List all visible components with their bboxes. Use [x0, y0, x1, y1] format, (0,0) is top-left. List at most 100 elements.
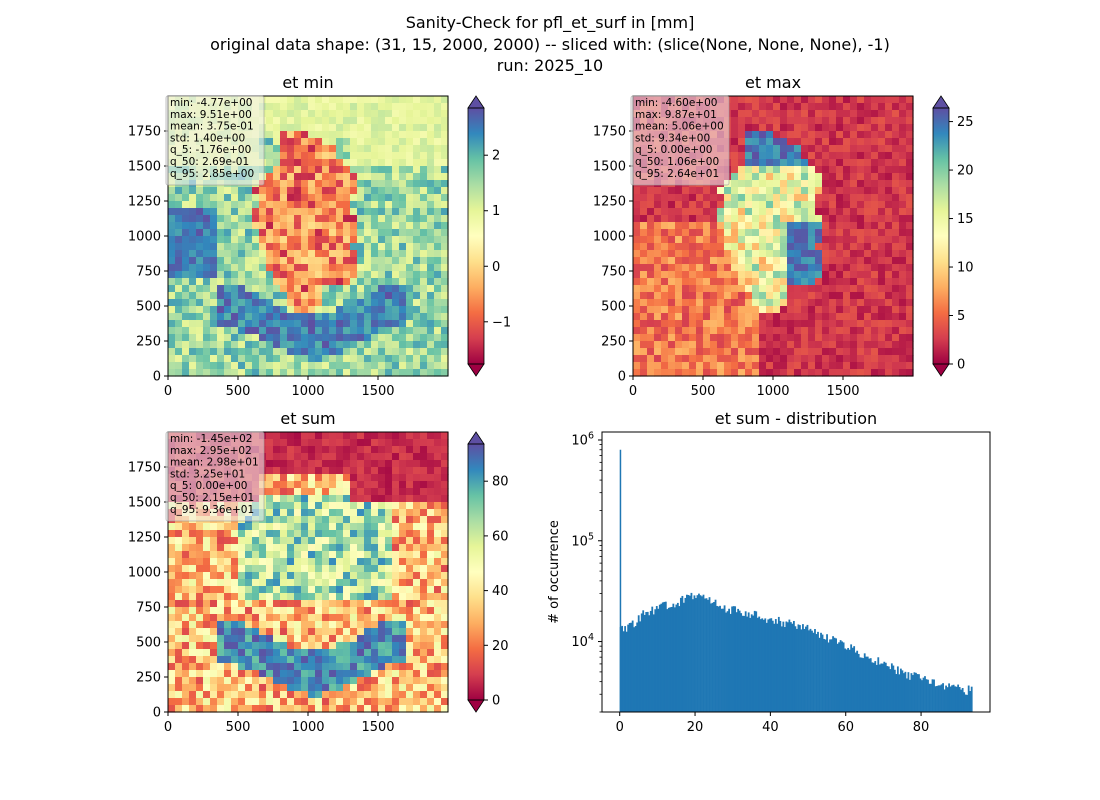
histogram-bar: [799, 625, 801, 712]
y-tick-label: 1000: [128, 230, 161, 245]
y-tick-label: 250: [136, 335, 161, 350]
histogram-bar: [752, 615, 755, 712]
histogram-bar: [777, 616, 780, 712]
histogram-bar: [737, 608, 740, 712]
histogram-bar: [690, 592, 693, 712]
histogram-bar: [699, 595, 702, 712]
histogram-bar: [652, 614, 655, 712]
histogram-bar: [753, 610, 756, 712]
histogram-bar: [826, 634, 828, 712]
histogram-bar: [942, 683, 944, 712]
histogram-bar: [640, 613, 643, 712]
histogram-bar: [670, 606, 673, 712]
stats-line: std: 3.25e+01: [170, 468, 245, 480]
stats-line: std: 9.34e+00: [635, 132, 710, 144]
y-tick-label: 750: [601, 265, 626, 280]
y-tick-label: 500: [136, 636, 161, 651]
histogram-bar: [726, 611, 729, 712]
histogram-bar: [841, 641, 844, 712]
histogram-bar: [890, 663, 893, 712]
histogram-bar: [780, 626, 783, 712]
histogram-bar: [723, 605, 726, 712]
histogram-bar: [836, 643, 839, 712]
histogram-bar: [756, 617, 759, 712]
histogram-bar: [711, 602, 714, 712]
histogram-bar: [961, 688, 964, 712]
histogram-bar: [676, 602, 679, 712]
histogram-bar: [854, 652, 857, 712]
histogram-bar: [847, 647, 850, 712]
histogram-bar: [805, 626, 807, 712]
histogram-bar: [755, 611, 758, 712]
stats-line: mean: 5.06e+00: [635, 121, 724, 133]
histogram-bar: [746, 616, 749, 712]
colorbar-extend-min: [467, 699, 485, 713]
histogram-bar: [814, 629, 816, 712]
histogram-bar: [919, 678, 922, 712]
x-tick-label: 0: [164, 720, 172, 735]
histogram-bar: [796, 628, 798, 712]
colorbar-tick-label: 10: [957, 261, 974, 276]
histogram-bar: [786, 622, 789, 712]
histogram-bar: [794, 626, 797, 712]
y-tick-label: 500: [136, 300, 161, 315]
y-tick-label: 104: [571, 632, 594, 650]
histogram-bar: [957, 684, 960, 712]
y-tick-label: 1500: [128, 160, 161, 175]
histogram-bar: [622, 631, 625, 712]
histogram-bar: [689, 595, 691, 712]
histogram-bar: [627, 624, 630, 712]
histogram-bar: [654, 609, 657, 712]
histogram-bar: [934, 686, 937, 712]
histogram-bar: [960, 689, 963, 712]
histogram-bar: [643, 614, 646, 712]
histogram-bar: [767, 619, 770, 712]
histogram-bar: [893, 669, 896, 712]
histogram-bar: [679, 597, 682, 712]
histogram-bar: [829, 639, 831, 712]
colorbar-tick-label: 0: [492, 260, 500, 275]
x-tick-label: 20: [687, 720, 704, 735]
histogram-bar: [803, 628, 806, 712]
histogram-bar: [868, 658, 871, 712]
stats-line: mean: 2.98e+01: [170, 457, 259, 469]
histogram-bar: [958, 687, 961, 712]
histogram-bar: [860, 657, 863, 712]
y-tick-label: 750: [136, 601, 161, 616]
histogram-bar: [684, 597, 687, 712]
histogram-bar: [865, 656, 868, 712]
histogram-bar: [887, 666, 890, 712]
colorbar-tick-label: 25: [957, 115, 974, 130]
x-tick-label: 1000: [756, 384, 789, 399]
colorbar-tick-label: 1: [492, 204, 500, 219]
histogram-bar: [886, 666, 889, 712]
histogram-bar: [672, 603, 675, 712]
colorbar-tick-label: 5: [957, 309, 965, 324]
colorbar-tick-label: 15: [957, 212, 974, 227]
histogram-bar: [811, 630, 813, 712]
histogram-bar: [625, 631, 628, 712]
histogram-bar: [901, 670, 904, 712]
colorbar-extend-min: [467, 363, 485, 377]
histogram-bar: [660, 603, 663, 712]
histogram-bar: [895, 674, 898, 712]
histogram-bar: [791, 623, 794, 712]
histogram-bar: [866, 656, 869, 712]
histogram-bar: [839, 640, 842, 712]
histogram-bar: [833, 637, 836, 712]
stats-line: q_5: -1.76e+00: [170, 144, 251, 156]
stats-line: max: 9.51e+00: [170, 109, 252, 121]
histogram-bar: [655, 606, 658, 712]
y-tick-label: 250: [136, 671, 161, 686]
histogram-bar: [761, 618, 764, 712]
histogram-bar: [933, 679, 935, 712]
y-tick-label: 1000: [128, 566, 161, 581]
colorbar: −1 0 1 2: [467, 95, 511, 377]
y-tick-label: 1750: [128, 461, 161, 476]
histogram-bar: [675, 604, 678, 712]
histogram-bar: [818, 637, 821, 712]
histogram-bar: [925, 679, 928, 712]
histogram-bar: [898, 674, 901, 712]
x-tick-label: 1000: [291, 720, 324, 735]
